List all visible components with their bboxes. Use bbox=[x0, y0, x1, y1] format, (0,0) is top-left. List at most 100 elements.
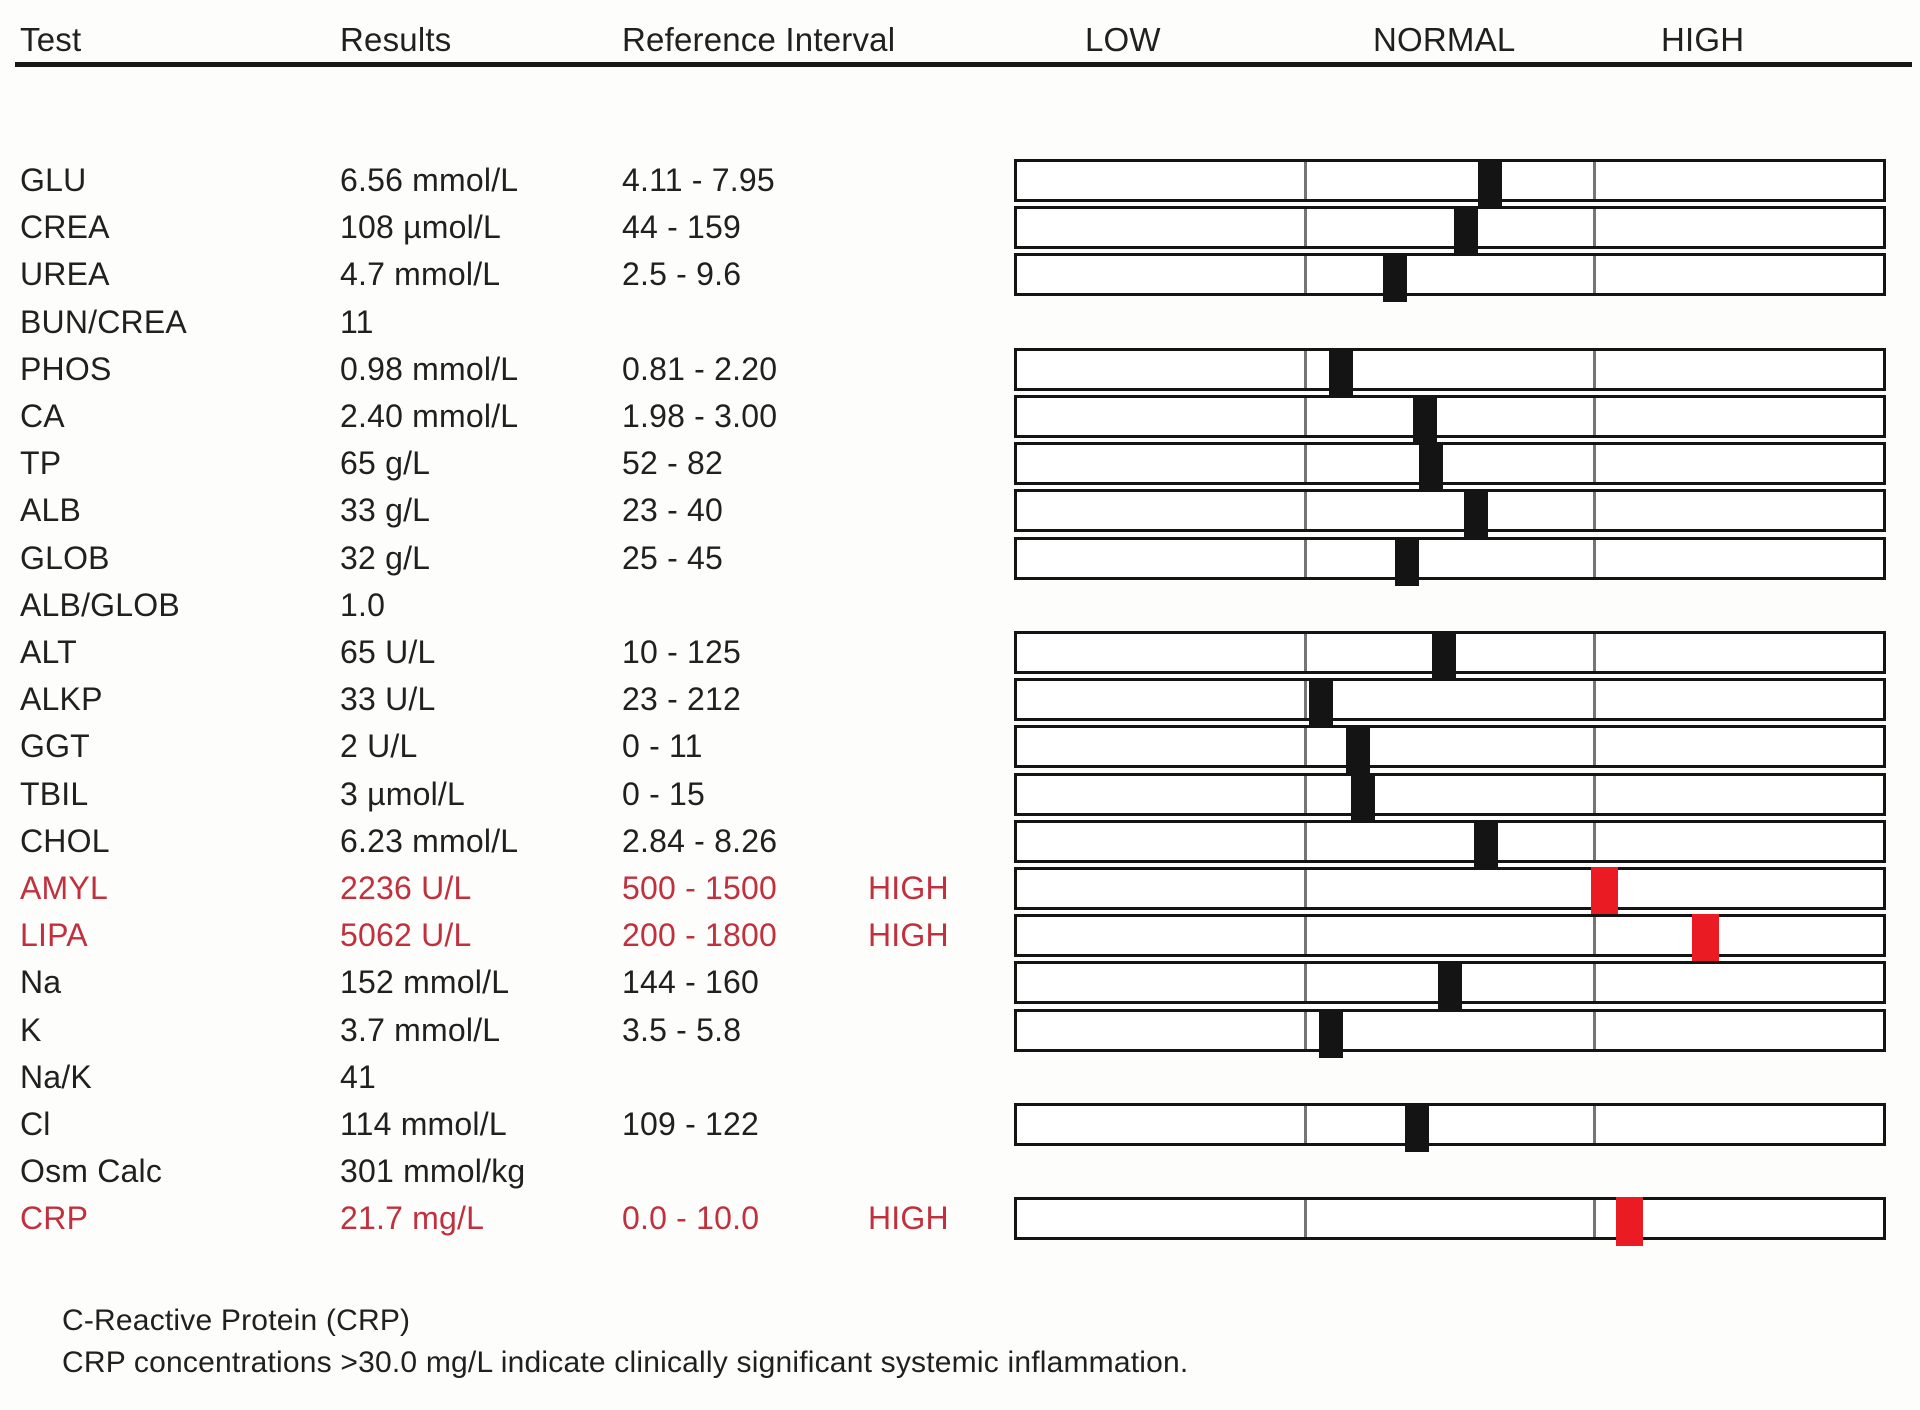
reference-interval: 23 - 40 bbox=[622, 492, 724, 529]
value-marker bbox=[1431, 631, 1456, 680]
reference-interval: 0 - 15 bbox=[622, 775, 706, 812]
result-value: 152 mmol/L bbox=[340, 964, 510, 1001]
result-value: 4.7 mmol/L bbox=[340, 256, 501, 293]
value-marker bbox=[1329, 347, 1353, 397]
zone-divider bbox=[1592, 398, 1596, 435]
range-gauge bbox=[1014, 867, 1886, 916]
result-value: 2236 U/L bbox=[340, 870, 472, 906]
table-row: ALKP 33 U/L 23 - 212 bbox=[0, 676, 1920, 728]
value-marker bbox=[1383, 253, 1408, 303]
table-row: ALT 65 U/L 10 - 125 bbox=[0, 629, 1920, 680]
column-header-high: HIGH bbox=[1661, 21, 1745, 58]
result-value: 21.7 mg/L bbox=[340, 1200, 485, 1237]
reference-interval: 0 - 11 bbox=[622, 728, 703, 765]
result-value: 33 U/L bbox=[340, 681, 436, 718]
table-row: BUN/CREA 11 bbox=[0, 299, 1920, 346]
test-name: Na/K bbox=[20, 1058, 92, 1095]
reference-interval: 200 - 1800 bbox=[622, 917, 778, 954]
range-gauge bbox=[1014, 253, 1886, 303]
zone-divider bbox=[1592, 492, 1596, 530]
zone-divider bbox=[1592, 728, 1596, 766]
reference-interval: 500 - 1500 bbox=[622, 870, 778, 906]
zone-divider bbox=[1304, 209, 1308, 247]
test-name: UREA bbox=[20, 256, 110, 293]
reference-interval: 10 - 125 bbox=[622, 634, 742, 670]
table-row: PHOS 0.98 mmol/L 0.81 - 2.20 bbox=[0, 346, 1920, 397]
value-marker bbox=[1351, 772, 1376, 822]
table-row: GLU 6.56 mmol/L 4.11 - 7.95 bbox=[0, 157, 1920, 208]
zone-divider bbox=[1304, 1200, 1308, 1238]
test-name: PHOS bbox=[20, 350, 112, 387]
result-value: 65 U/L bbox=[340, 634, 436, 670]
zone-divider bbox=[1592, 445, 1596, 483]
range-gauge bbox=[1014, 1197, 1886, 1247]
footnote-body: CRP concentrations >30.0 mg/L indicate c… bbox=[62, 1346, 1189, 1379]
range-gauge bbox=[1014, 442, 1886, 492]
table-row: TBIL 3 µmol/L 0 - 15 bbox=[0, 771, 1920, 822]
range-gauge bbox=[1014, 536, 1886, 586]
result-value: 33 g/L bbox=[340, 492, 431, 529]
reference-interval: 25 - 45 bbox=[622, 539, 724, 576]
zone-divider bbox=[1592, 162, 1596, 199]
reference-interval: 44 - 159 bbox=[622, 209, 742, 246]
test-name: ALB/GLOB bbox=[20, 586, 180, 623]
value-marker bbox=[1463, 489, 1488, 539]
result-value: 2.40 mmol/L bbox=[340, 398, 519, 434]
column-header-reference-interval: Reference Interval bbox=[622, 21, 896, 58]
table-row: CA 2.40 mmol/L 1.98 - 3.00 bbox=[0, 393, 1920, 444]
value-marker bbox=[1692, 914, 1719, 964]
result-value: 6.56 mmol/L bbox=[340, 162, 519, 198]
zone-divider bbox=[1592, 256, 1596, 294]
zone-divider bbox=[1592, 634, 1596, 671]
zone-divider bbox=[1304, 870, 1308, 907]
table-row: GGT 2 U/L 0 - 11 bbox=[0, 723, 1920, 775]
value-marker bbox=[1404, 1103, 1429, 1152]
result-value: 32 g/L bbox=[340, 539, 431, 576]
table-row: AMYL 2236 U/L 500 - 1500 HIGH bbox=[0, 865, 1920, 916]
test-name: ALB bbox=[20, 492, 82, 529]
test-name: Cl bbox=[20, 1106, 51, 1142]
result-value: 3 µmol/L bbox=[340, 775, 465, 812]
value-marker bbox=[1474, 819, 1499, 869]
zone-divider bbox=[1304, 728, 1308, 766]
range-gauge bbox=[1014, 1008, 1886, 1058]
test-name: LIPA bbox=[20, 917, 88, 954]
value-marker bbox=[1615, 1197, 1643, 1247]
test-name: AMYL bbox=[20, 870, 108, 906]
value-marker bbox=[1418, 442, 1443, 492]
zone-divider bbox=[1592, 1200, 1596, 1238]
value-marker bbox=[1394, 536, 1419, 586]
test-name: CHOL bbox=[20, 822, 110, 859]
range-gauge bbox=[1014, 961, 1886, 1011]
result-value: 2 U/L bbox=[340, 728, 418, 765]
table-row: UREA 4.7 mmol/L 2.5 - 9.6 bbox=[0, 251, 1920, 303]
range-gauge bbox=[1014, 678, 1886, 728]
column-header-low: LOW bbox=[1085, 21, 1161, 58]
range-gauge bbox=[1014, 914, 1886, 964]
test-name: GGT bbox=[20, 728, 90, 765]
value-marker bbox=[1590, 867, 1618, 916]
zone-divider bbox=[1592, 775, 1596, 813]
zone-divider bbox=[1592, 681, 1596, 719]
test-name: TBIL bbox=[20, 775, 89, 812]
result-value: 65 g/L bbox=[340, 445, 431, 482]
table-row: GLOB 32 g/L 25 - 45 bbox=[0, 535, 1920, 586]
test-name: Osm Calc bbox=[20, 1153, 163, 1190]
table-row: Osm Calc 301 mmol/kg bbox=[0, 1148, 1920, 1195]
test-name: K bbox=[20, 1011, 42, 1048]
reference-interval: 109 - 122 bbox=[622, 1106, 760, 1142]
result-value: 108 µmol/L bbox=[340, 209, 501, 246]
zone-divider bbox=[1592, 822, 1596, 860]
zone-divider bbox=[1304, 775, 1308, 813]
test-name: BUN/CREA bbox=[20, 303, 187, 340]
result-value: 5062 U/L bbox=[340, 917, 472, 954]
value-marker bbox=[1477, 159, 1502, 208]
table-row: Na/K 41 bbox=[0, 1054, 1920, 1101]
test-name: ALT bbox=[20, 634, 77, 670]
table-row: LIPA 5062 U/L 200 - 1800 HIGH bbox=[0, 912, 1920, 964]
zone-divider bbox=[1304, 398, 1308, 435]
zone-divider bbox=[1304, 822, 1308, 860]
test-name: GLU bbox=[20, 162, 87, 198]
result-value: 114 mmol/L bbox=[340, 1106, 507, 1142]
